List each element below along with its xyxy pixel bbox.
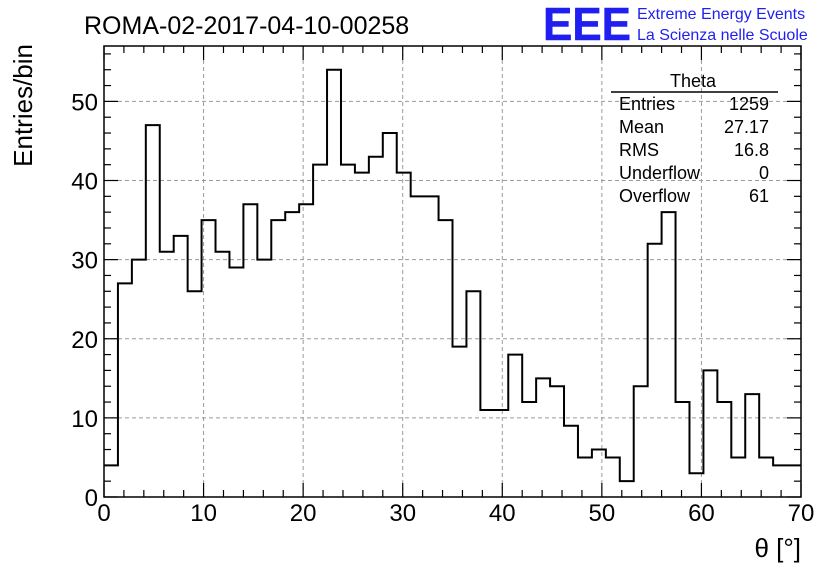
x-tick-label: 0 xyxy=(97,500,110,527)
stats-underflow-value: 0 xyxy=(759,163,769,183)
plot-frame xyxy=(103,45,802,498)
y-tick-label: 0 xyxy=(85,485,98,512)
axis-ticks xyxy=(103,46,802,498)
stats-overflow-value: 61 xyxy=(749,186,769,206)
chart-title: ROMA-02-2017-04-10-00258 xyxy=(84,12,409,40)
stats-mean-label: Mean xyxy=(619,117,664,137)
y-tick-label: 50 xyxy=(71,89,98,116)
stats-mean-value: 27.17 xyxy=(724,117,769,137)
x-tick-label: 70 xyxy=(788,500,815,527)
stats-box: Theta Entries 1259 Mean 27.17 RMS 16.8 U… xyxy=(611,71,778,206)
grid-lines xyxy=(104,46,801,497)
stats-overflow-label: Overflow xyxy=(619,186,691,206)
x-tick-label: 60 xyxy=(688,500,715,527)
x-tick-label: 50 xyxy=(589,500,616,527)
eee-logo-mark: EEE xyxy=(543,0,631,50)
x-tick-label: 20 xyxy=(290,500,317,527)
histogram-series-theta xyxy=(104,68,801,483)
y-tick-label: 30 xyxy=(71,248,98,275)
stats-box-title: Theta xyxy=(670,71,717,91)
x-tick-label: 40 xyxy=(489,500,516,527)
x-tick-label: 10 xyxy=(190,500,217,527)
stats-rms-label: RMS xyxy=(619,140,659,160)
y-tick-label: 10 xyxy=(71,406,98,433)
x-axis-label: θ [°] xyxy=(754,533,801,563)
y-tick-label: 20 xyxy=(71,327,98,354)
stats-rms-value: 16.8 xyxy=(734,140,769,160)
stats-underflow-label: Underflow xyxy=(619,163,701,183)
stats-entries-label: Entries xyxy=(619,94,675,114)
y-tick-labels: 0 10 20 30 40 50 xyxy=(71,89,98,512)
y-axis-label: Entries/bin xyxy=(8,44,38,167)
stats-entries-value: 1259 xyxy=(729,94,769,114)
eee-logo-line1: Extreme Energy Events xyxy=(637,6,805,23)
x-tick-label: 30 xyxy=(389,500,416,527)
eee-logo: EEE Extreme Energy Events La Scienza nel… xyxy=(543,0,808,50)
eee-logo-line2: La Scienza nelle Scuole xyxy=(637,27,808,44)
y-tick-label: 40 xyxy=(71,169,98,196)
x-tick-labels: 0 10 20 30 40 50 60 70 xyxy=(97,500,814,527)
